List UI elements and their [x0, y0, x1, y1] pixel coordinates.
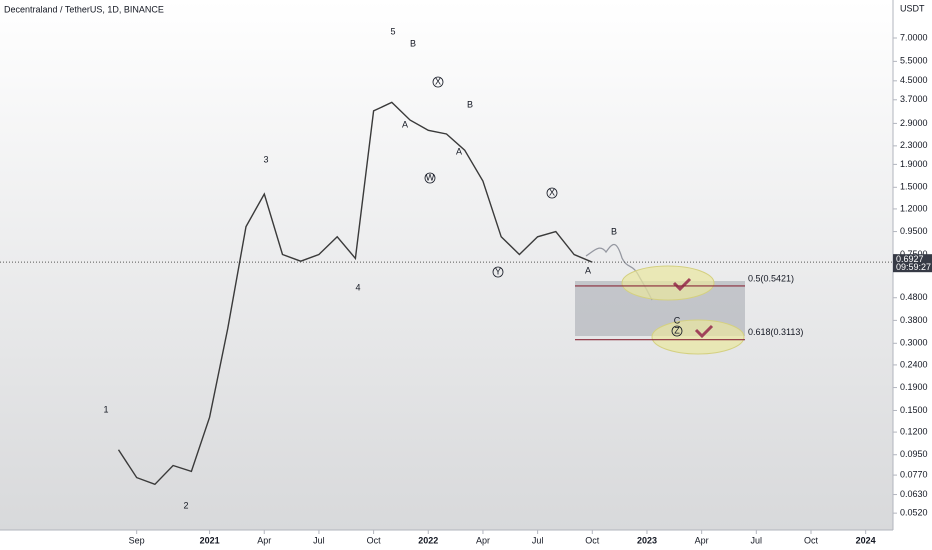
y-tick-label: 4.5000: [900, 75, 928, 85]
x-tick-label: Oct: [804, 535, 819, 545]
y-tick-label: 1.9000: [900, 159, 928, 169]
x-tick-label: Apr: [257, 535, 271, 545]
y-tick-label: 0.1200: [900, 426, 928, 436]
y-tick-label: 1.2000: [900, 203, 928, 213]
y-tick-label: 0.9500: [900, 226, 928, 236]
x-tick-label: Oct: [585, 535, 600, 545]
wave-label: 1: [103, 404, 108, 414]
x-tick-label: Jul: [313, 535, 325, 545]
x-tick-label: 2024: [856, 535, 876, 545]
wave-label: B: [611, 226, 617, 236]
highlight-ellipse: [621, 265, 715, 301]
y-tick-label: 0.0770: [900, 469, 928, 479]
y-tick-label: 0.3800: [900, 315, 928, 325]
x-tick-label: 2021: [200, 535, 220, 545]
wave-label: 4: [355, 282, 360, 292]
wave-circle: [424, 172, 436, 184]
wave-label: 3: [263, 154, 268, 164]
wave-label: X: [549, 187, 555, 197]
highlight-ellipse: [651, 319, 745, 355]
wave-label: 2: [183, 500, 188, 510]
x-tick-label: Oct: [367, 535, 382, 545]
wave-label: 5: [390, 26, 395, 36]
y-tick-label: 7.0000: [900, 32, 928, 42]
check-mark: [672, 277, 692, 292]
chart-title: Decentraland / TetherUS, 1D, BINANCE: [4, 4, 164, 14]
y-tick-label: 0.0520: [900, 508, 928, 518]
wave-circle: [492, 266, 504, 278]
wave-label: A: [456, 146, 462, 156]
axis-unit: USDT: [900, 3, 925, 13]
y-tick-label: 0.2400: [900, 359, 928, 369]
fib-label: 0.5(0.5421): [748, 273, 794, 283]
wave-label: A: [402, 119, 408, 129]
last-price-label: 0.6927: [896, 254, 924, 264]
y-tick-label: 0.0950: [900, 449, 928, 459]
y-tick-label: 0.1900: [900, 382, 928, 392]
wave-circle: [432, 76, 444, 88]
y-tick-label: 3.7000: [900, 94, 928, 104]
y-tick-label: 0.4800: [900, 292, 928, 302]
wave-label: B: [410, 38, 416, 48]
check-mark: [694, 324, 714, 339]
x-tick-label: 2023: [637, 535, 657, 545]
wave-label: C: [674, 315, 681, 325]
wave-label: W: [426, 172, 435, 182]
y-tick-label: 0.0630: [900, 489, 928, 499]
x-tick-label: 2022: [418, 535, 438, 545]
x-tick-label: Jul: [532, 535, 544, 545]
y-tick-label: 0.3000: [900, 338, 928, 348]
wave-label: Z: [674, 325, 680, 335]
x-tick-label: Sep: [129, 535, 145, 545]
y-tick-label: 0.1500: [900, 405, 928, 415]
wave-circle: [671, 325, 683, 337]
y-tick-label: 0.7500: [900, 249, 928, 259]
wave-label: X: [435, 76, 441, 86]
y-tick-label: 2.9000: [900, 118, 928, 128]
wave-label: B: [467, 99, 473, 109]
time-axis: [0, 530, 893, 550]
x-tick-label: Apr: [476, 535, 490, 545]
y-tick-label: 2.3000: [900, 140, 928, 150]
fib-label: 0.618(0.3113): [748, 327, 803, 337]
x-tick-label: Jul: [751, 535, 763, 545]
y-tick-label: 1.5000: [900, 182, 928, 192]
wave-label: A: [585, 265, 591, 275]
price-axis: [893, 0, 932, 550]
plot-area: [0, 0, 893, 530]
countdown-label: 09:59:27: [896, 262, 931, 272]
wave-label: Y: [495, 266, 501, 276]
wave-circle: [546, 187, 558, 199]
last-price-box: [893, 254, 932, 273]
x-tick-label: Apr: [695, 535, 709, 545]
price-line: [117, 101, 593, 486]
y-tick-label: 5.5000: [900, 56, 928, 66]
